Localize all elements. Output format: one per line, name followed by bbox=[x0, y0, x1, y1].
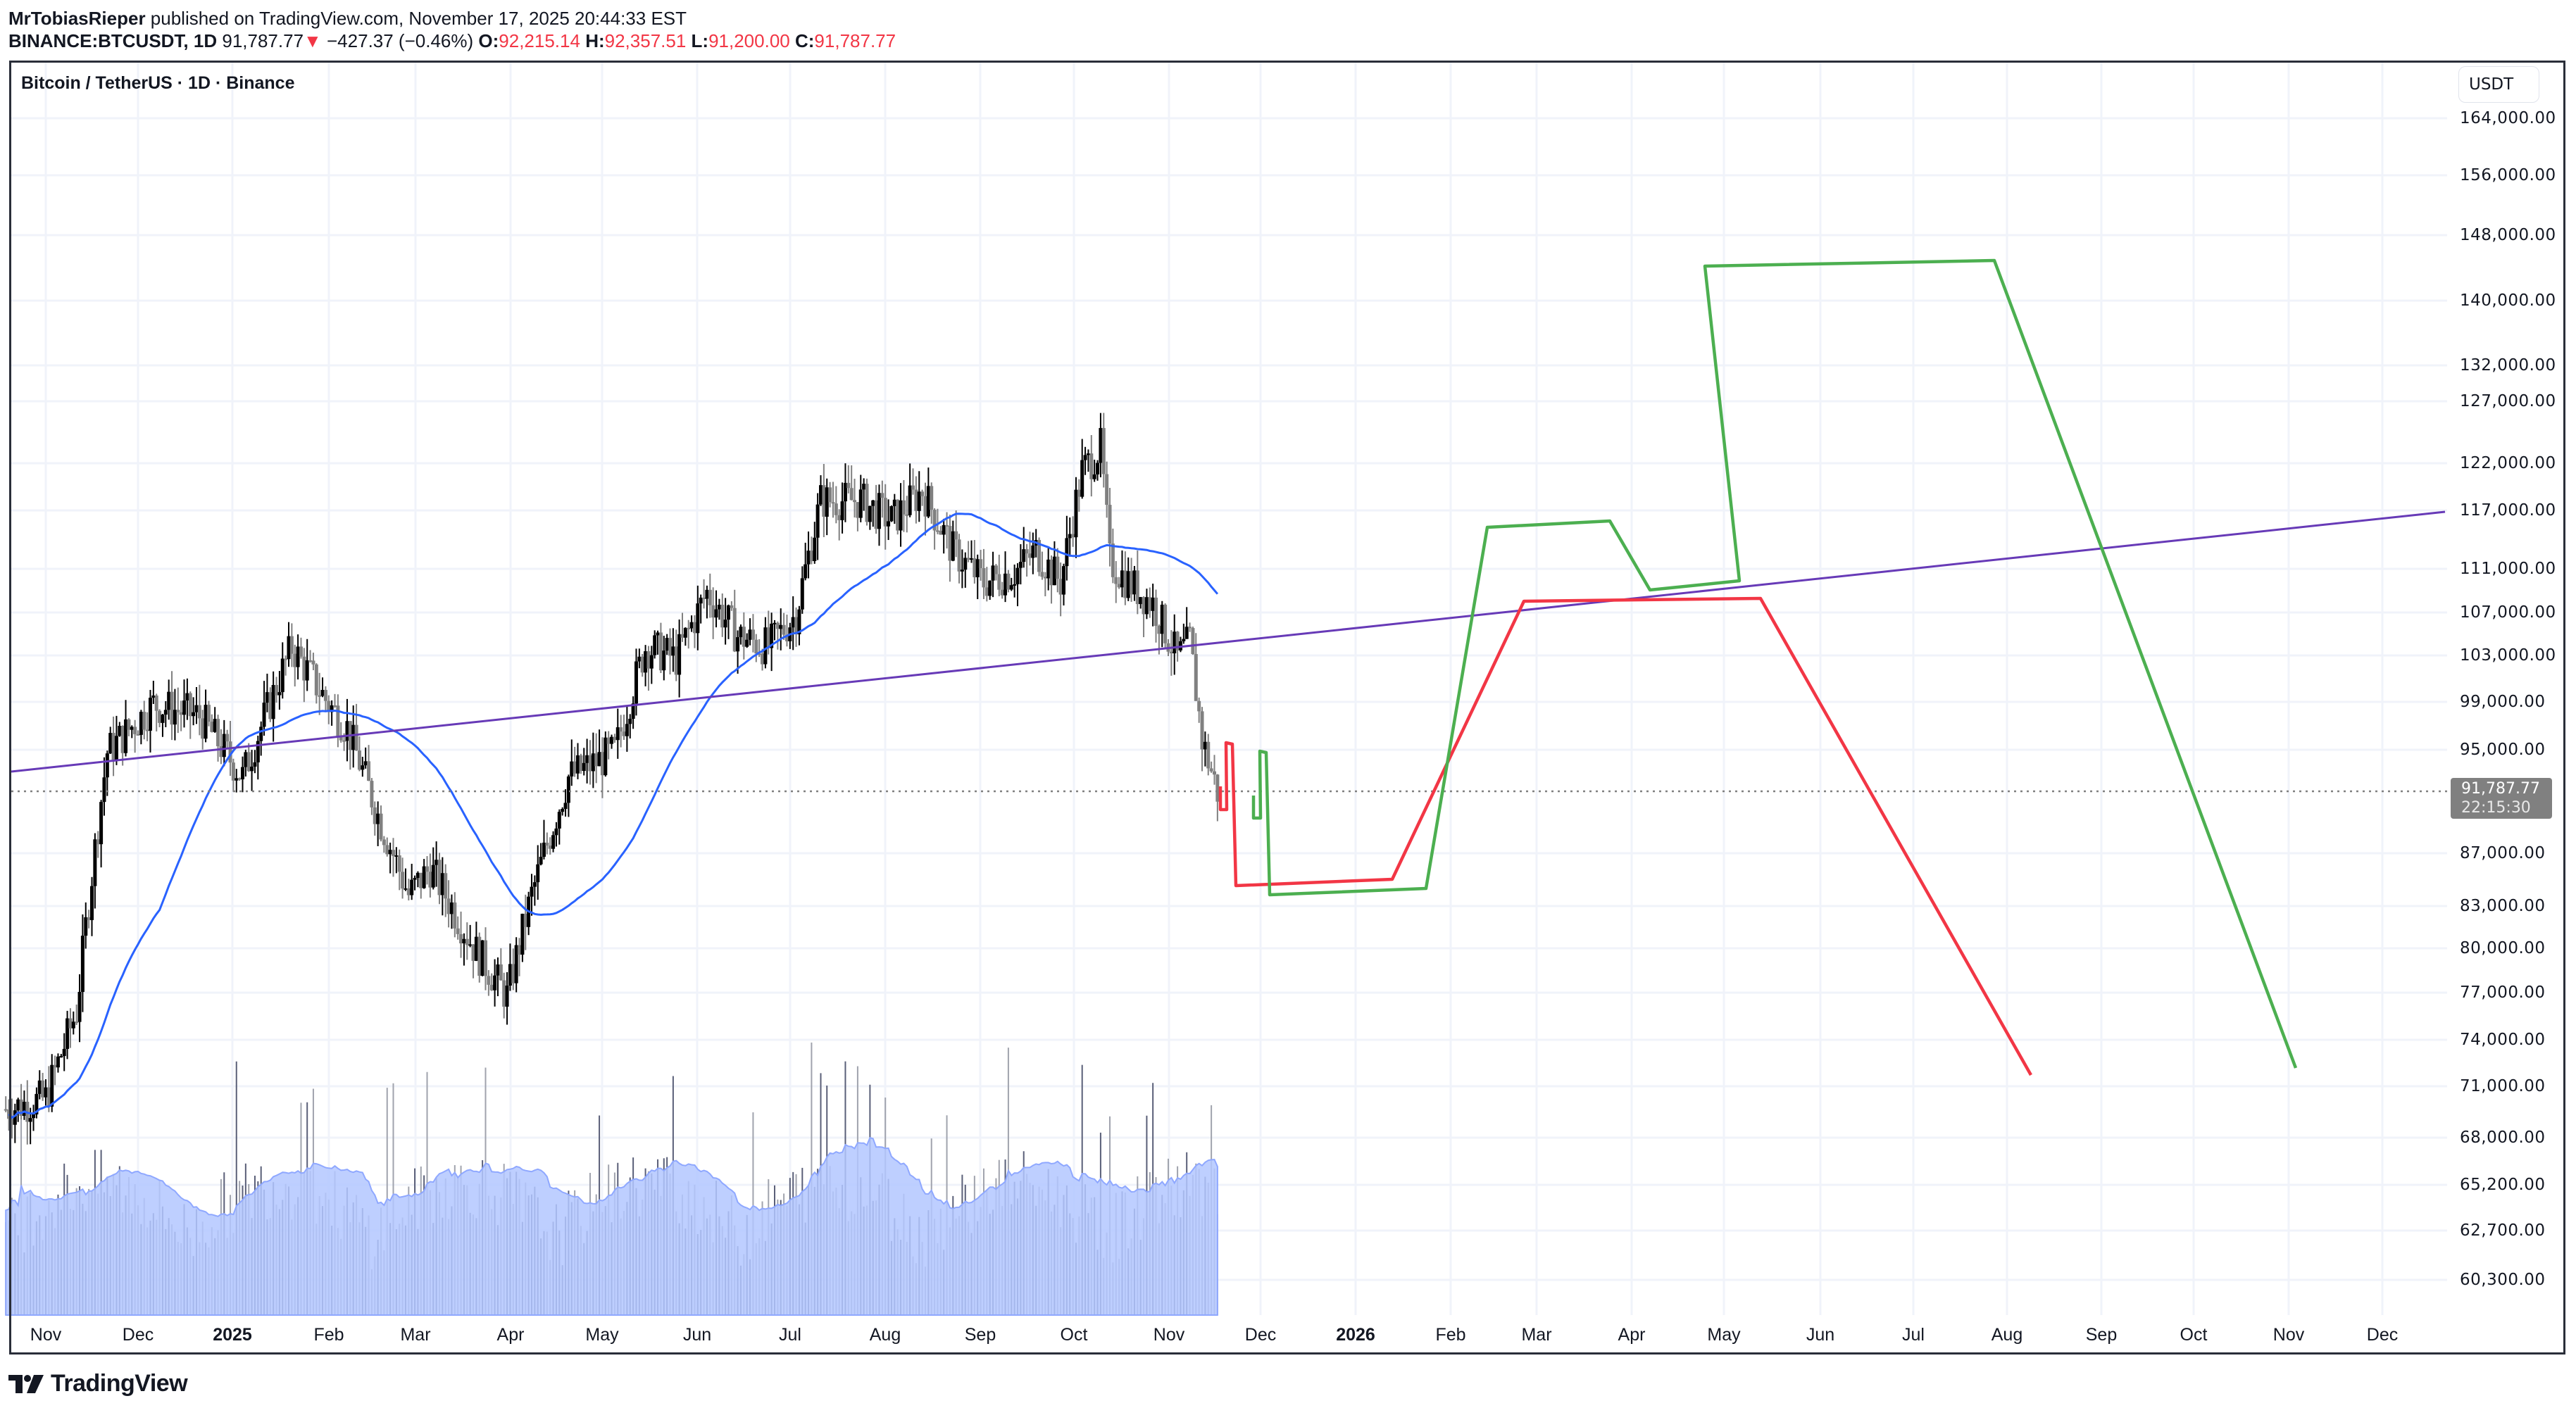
symbol-label: BINANCE:BTCUSDT, 1D bbox=[8, 30, 218, 51]
price-tick-label: 117,000.00 bbox=[2460, 501, 2556, 520]
tradingview-logo-icon bbox=[8, 1374, 44, 1393]
tradingview-wordmark: TradingView bbox=[51, 1370, 188, 1397]
publish-info: MrTobiasRieper published on TradingView.… bbox=[8, 7, 687, 30]
author-name[interactable]: MrTobiasRieper bbox=[8, 8, 146, 29]
price-tick-label: 83,000.00 bbox=[2460, 897, 2546, 915]
price-tick-label: 140,000.00 bbox=[2460, 291, 2556, 310]
high-label: H: bbox=[585, 30, 605, 51]
price-tick-label: 65,200.00 bbox=[2460, 1176, 2546, 1194]
time-tick-label: Jul bbox=[779, 1325, 801, 1345]
price-tick-label: 71,000.00 bbox=[2460, 1077, 2546, 1095]
open-value: 92,215.14 bbox=[499, 30, 580, 51]
time-tick-label: Dec bbox=[122, 1325, 154, 1345]
low-value: 91,200.00 bbox=[708, 30, 790, 51]
price-tick-label: 107,000.00 bbox=[2460, 603, 2556, 622]
time-tick-label: Apr bbox=[496, 1325, 525, 1345]
price-tick-label: 95,000.00 bbox=[2460, 741, 2546, 759]
price-tick-label: 80,000.00 bbox=[2460, 939, 2546, 957]
currency-button[interactable]: USDT bbox=[2458, 66, 2539, 103]
time-tick-label: Mar bbox=[400, 1325, 431, 1345]
time-tick-label: Jul bbox=[1902, 1325, 1925, 1345]
time-tick-label: Jun bbox=[682, 1325, 712, 1345]
price-axis[interactable]: 164,000.00 156,000.00 148,000.00 140,000.00… bbox=[2447, 63, 2563, 1316]
time-tick-label: Nov bbox=[2272, 1325, 2305, 1345]
time-tick-label: Aug bbox=[869, 1325, 901, 1345]
down-arrow-icon: ▼ bbox=[304, 30, 322, 51]
publish-text: published on TradingView.com, November 1… bbox=[145, 8, 687, 29]
price-tick-label: 68,000.00 bbox=[2460, 1129, 2546, 1147]
close-value: 91,787.77 bbox=[814, 30, 896, 51]
price-tick-label: 127,000.00 bbox=[2460, 392, 2556, 410]
price-tick-label: 164,000.00 bbox=[2460, 109, 2556, 127]
time-tick-label: Oct bbox=[1060, 1325, 1088, 1345]
moving-average-line bbox=[8, 513, 1219, 1119]
price-tick-label: 74,000.00 bbox=[2460, 1031, 2546, 1049]
time-tick-label: Sep bbox=[964, 1325, 996, 1345]
time-tick-label: Feb bbox=[313, 1325, 344, 1345]
time-tick-label: Apr bbox=[1618, 1325, 1646, 1345]
volume-ma-area bbox=[5, 1136, 1218, 1316]
time-tick-label: 2026 bbox=[1336, 1325, 1375, 1345]
price-tick-label: 103,000.00 bbox=[2460, 646, 2556, 665]
open-label: O: bbox=[478, 30, 499, 51]
time-tick-label: Aug bbox=[1991, 1325, 2023, 1345]
price-tick-label: 99,000.00 bbox=[2460, 693, 2546, 711]
time-tick-label: Jun bbox=[1806, 1325, 1835, 1345]
last-price: 91,787.77 bbox=[222, 30, 304, 51]
price-tick-label: 87,000.00 bbox=[2460, 844, 2546, 862]
price-tick-label: 156,000.00 bbox=[2460, 166, 2556, 184]
candlesticks[interactable] bbox=[4, 413, 1220, 1145]
price-tick-label: 132,000.00 bbox=[2460, 356, 2556, 375]
high-value: 92,357.51 bbox=[604, 30, 687, 51]
last-price-value: 91,787.77 bbox=[2461, 780, 2540, 798]
time-tick-label: Dec bbox=[2366, 1325, 2399, 1345]
low-label: L: bbox=[691, 30, 709, 51]
time-tick-label: 2025 bbox=[213, 1325, 252, 1345]
price-tick-label: 148,000.00 bbox=[2460, 226, 2556, 244]
tradingview-logo[interactable]: TradingView bbox=[8, 1370, 188, 1397]
time-tick-label: Feb bbox=[1435, 1325, 1466, 1345]
chart-title: Bitcoin / TetherUS · 1D · Binance bbox=[21, 73, 295, 93]
chart-frame bbox=[9, 61, 2565, 1354]
price-tick-label: 111,000.00 bbox=[2460, 560, 2556, 578]
price-tick-label: 77,000.00 bbox=[2460, 983, 2546, 1002]
price-tick-label: 60,300.00 bbox=[2460, 1271, 2546, 1289]
close-label: C: bbox=[794, 30, 815, 51]
bar-countdown: 22:15:30 bbox=[2461, 799, 2531, 817]
time-tick-label: Oct bbox=[2180, 1325, 2208, 1345]
bearish-projection-path[interactable] bbox=[1218, 596, 2032, 1076]
bullish-projection-path[interactable] bbox=[1251, 258, 2298, 1069]
price-tick-label: 62,700.00 bbox=[2460, 1221, 2546, 1240]
trendline[interactable] bbox=[11, 510, 2446, 773]
ohlc-legend: BINANCE:BTCUSDT, 1D 91,787.77▼ −427.37 (… bbox=[8, 30, 896, 52]
time-tick-label: Nov bbox=[1153, 1325, 1185, 1345]
time-axis-bg bbox=[11, 1316, 2565, 1354]
time-tick-label: May bbox=[1707, 1325, 1741, 1345]
time-tick-label: May bbox=[585, 1325, 619, 1345]
time-tick-label: Sep bbox=[2085, 1325, 2118, 1345]
last-price-tag: 91,787.77 22:15:30 bbox=[2451, 778, 2552, 819]
time-tick-label: Mar bbox=[1521, 1325, 1552, 1345]
price-change: −427.37 (−0.46%) bbox=[327, 30, 474, 51]
price-tick-label: 122,000.00 bbox=[2460, 454, 2556, 472]
time-tick-label: Nov bbox=[30, 1325, 62, 1345]
price-axis-cover bbox=[2448, 63, 2565, 1315]
time-tick-label: Dec bbox=[1244, 1325, 1277, 1345]
grid bbox=[11, 63, 2447, 1315]
